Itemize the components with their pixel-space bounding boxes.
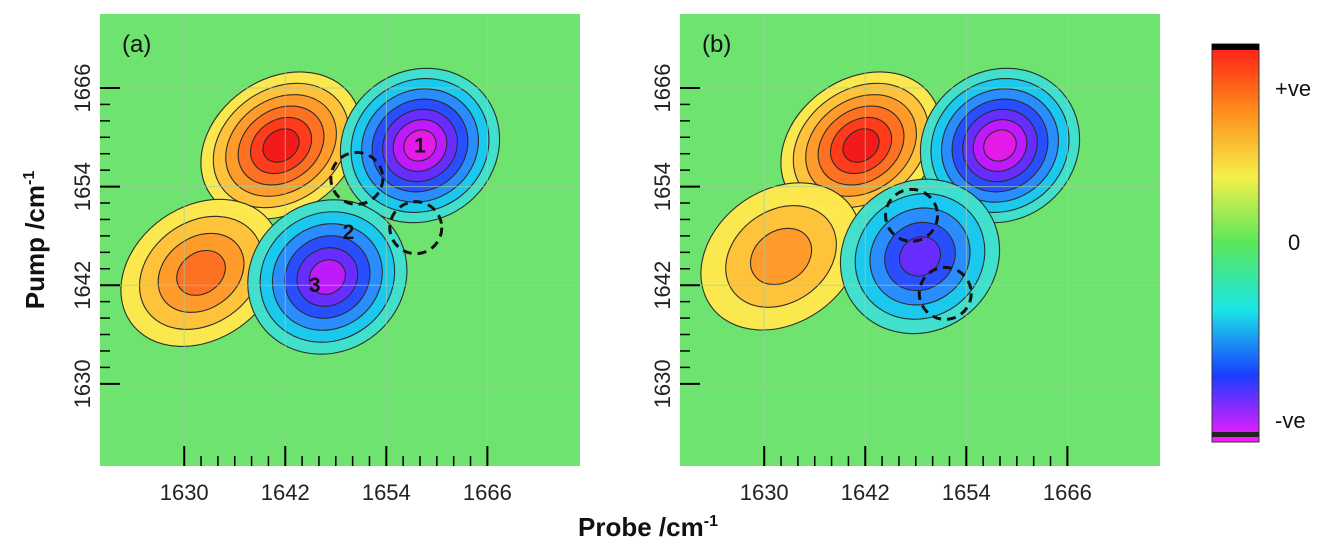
panel-b-xtick-label-0: 1630 xyxy=(740,480,789,505)
panel-a-dashed-circle-0 xyxy=(329,150,385,206)
panel-b-feature-1-contour-2 xyxy=(749,227,813,286)
panel-a-y-ticks: 1630 1642 1654 1666 xyxy=(70,63,120,408)
panel-b-contours xyxy=(700,67,1081,335)
colorbar-top-label: +ve xyxy=(1275,76,1311,101)
panel-a-dashed-circles xyxy=(329,150,444,256)
panel-a-feature-0-contour-5 xyxy=(262,128,300,163)
panel-a-grid xyxy=(100,14,580,466)
panel-a-x-ticks: 1630 1642 1654 1666 xyxy=(160,446,512,505)
panel-a-feature-1-contour-3 xyxy=(176,249,226,296)
panel-a-xtick-label-2: 1654 xyxy=(362,480,411,505)
panel-a-label: (a) xyxy=(122,31,151,58)
panel-b-dashed-circle-1 xyxy=(917,265,973,321)
panel-b-feature-0-contour-5 xyxy=(842,128,880,163)
panel-b-ytick-label-3: 1666 xyxy=(650,63,675,112)
colorbar: +ve 0 -ve xyxy=(1211,43,1311,443)
panel-a-peak-label-3: 3 xyxy=(309,274,321,297)
panel-a-peak-label-2: 2 xyxy=(343,221,355,244)
panel-b-y-ticks: 1630 1642 1654 1666 xyxy=(650,63,700,408)
panel-b-ytick-label-2: 1654 xyxy=(650,162,675,211)
panel-a-ytick-label-1: 1642 xyxy=(70,261,95,310)
x-axis-title: Probe /cm-1 xyxy=(578,512,718,542)
panel-b-ytick-label-0: 1630 xyxy=(650,359,675,408)
colorbar-bottom-label: -ve xyxy=(1275,408,1306,433)
panel-a-peak-label-1: 1 xyxy=(414,134,426,157)
panel-b-xtick-label-2: 1654 xyxy=(942,480,991,505)
panel-a-xtick-label-0: 1630 xyxy=(160,480,209,505)
panel-b-grid xyxy=(680,14,1160,466)
panel-b: 1630 1642 1654 1666 1630 1642 1654 1666 (b) xyxy=(650,14,1160,505)
panel-a-xtick-label-1: 1642 xyxy=(261,480,310,505)
panel-b-ytick-label-1: 1642 xyxy=(650,261,675,310)
panel-a-peak-labels: 1 2 3 xyxy=(309,134,426,297)
panel-a: 1 2 3 1630 1642 1654 1666 1630 1642 1654 1666 (a… xyxy=(70,14,580,505)
panel-b-dashed-circles xyxy=(884,187,973,321)
panel-a-xtick-label-3: 1666 xyxy=(463,480,512,505)
colorbar-bottom-edge xyxy=(1212,432,1259,437)
y-axis-title: Pump /cm-1 xyxy=(20,171,50,310)
colorbar-gradient xyxy=(1211,43,1260,443)
panel-a-ytick-label-3: 1666 xyxy=(70,63,95,112)
colorbar-mid-label: 0 xyxy=(1288,230,1300,255)
colorbar-top-edge xyxy=(1212,44,1259,50)
panel-b-xtick-label-1: 1642 xyxy=(841,480,890,505)
panel-a-contours xyxy=(120,67,501,355)
panel-b-xtick-label-3: 1666 xyxy=(1043,480,1092,505)
panel-a-ytick-label-0: 1630 xyxy=(70,359,95,408)
panel-b-feature-2-contour-6 xyxy=(983,129,1017,162)
panel-b-x-ticks: 1630 1642 1654 1666 xyxy=(740,446,1092,505)
panel-b-dashed-circle-0 xyxy=(884,187,940,243)
panel-b-label: (b) xyxy=(702,31,731,58)
panel-a-ytick-label-2: 1654 xyxy=(70,162,95,211)
panel-a-feature-2-contour-6 xyxy=(403,129,437,162)
panel-a-dashed-circle-1 xyxy=(388,200,444,256)
